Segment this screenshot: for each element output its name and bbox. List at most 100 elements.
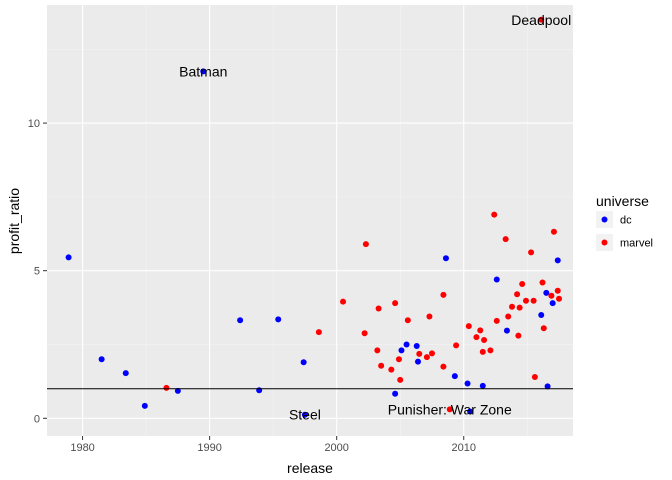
data-points <box>65 16 563 418</box>
point-marvel <box>539 279 546 286</box>
legend-label-marvel: marvel <box>620 238 653 250</box>
point-dc <box>237 317 244 324</box>
point-marvel <box>531 373 538 380</box>
point-marvel <box>522 297 529 304</box>
point-dc <box>503 327 510 334</box>
point-dc <box>549 300 556 307</box>
point-marvel <box>397 376 404 383</box>
point-marvel <box>519 280 526 287</box>
point-marvel <box>540 325 547 332</box>
point-dc <box>451 373 458 380</box>
point-marvel <box>426 313 433 320</box>
x-tick-label: 1980 <box>70 442 94 454</box>
x-tick-label: 1990 <box>197 442 221 454</box>
point-marvel <box>423 354 430 361</box>
point-marvel <box>428 350 435 357</box>
point-marvel <box>493 317 500 324</box>
point-marvel <box>487 347 494 354</box>
point-marvel <box>550 228 557 235</box>
point-dc <box>467 408 474 415</box>
annotation-label: Punisher: War Zone <box>388 401 512 417</box>
point-marvel <box>502 236 509 243</box>
point-marvel <box>515 332 522 339</box>
point-dc <box>392 390 399 397</box>
point-dc <box>300 359 307 366</box>
point-marvel <box>530 297 537 304</box>
legend-label-dc: dc <box>620 215 632 227</box>
point-dc <box>141 402 148 409</box>
point-dc <box>256 387 263 394</box>
y-tick-label: 0 <box>34 413 40 425</box>
point-marvel <box>554 287 561 294</box>
x-tick-label: 2000 <box>324 442 348 454</box>
grid-major <box>47 5 573 436</box>
legend-key-marvel <box>601 239 608 246</box>
point-marvel <box>395 356 402 363</box>
point-dc <box>122 370 129 377</box>
x-axis-title: release <box>287 460 333 476</box>
point-dc <box>414 358 421 365</box>
point-marvel <box>446 406 453 413</box>
point-marvel <box>491 211 498 218</box>
annotation-label: Steel <box>289 407 321 423</box>
point-dc <box>403 341 410 348</box>
point-dc <box>493 276 500 283</box>
point-marvel <box>538 16 545 23</box>
point-marvel <box>340 298 347 305</box>
point-dc <box>544 383 551 390</box>
point-dc <box>538 311 545 318</box>
point-marvel <box>473 334 480 341</box>
point-dc <box>464 380 471 387</box>
y-axis-title: profit_ratio <box>6 188 22 254</box>
annotation-label: Deadpool <box>511 12 571 28</box>
point-marvel <box>528 249 535 256</box>
point-marvel <box>440 363 447 370</box>
point-dc <box>301 411 308 418</box>
point-dc <box>98 356 105 363</box>
point-marvel <box>479 348 486 355</box>
point-marvel <box>453 342 460 349</box>
point-marvel <box>481 337 488 344</box>
y-tick-label: 5 <box>34 266 40 278</box>
point-marvel <box>509 303 516 310</box>
x-tick-label: 2010 <box>451 442 475 454</box>
point-dc <box>275 316 282 323</box>
point-marvel <box>378 362 385 369</box>
legend: universe dc marvel <box>596 193 653 251</box>
point-marvel <box>477 327 484 334</box>
point-dc <box>65 254 72 261</box>
annotation-label: Batman <box>179 63 227 79</box>
point-marvel <box>388 366 395 373</box>
point-dc <box>442 255 449 262</box>
point-marvel <box>163 384 170 391</box>
point-marvel <box>465 323 472 330</box>
grid-minor <box>47 5 573 436</box>
legend-title: universe <box>596 193 649 209</box>
point-dc <box>543 289 550 296</box>
point-dc <box>174 387 181 394</box>
point-marvel <box>315 329 322 336</box>
point-marvel <box>416 350 423 357</box>
point-annotations: Batman Deadpool Steel Punisher: War Zone <box>179 12 571 423</box>
point-marvel <box>404 317 411 324</box>
point-marvel <box>548 292 555 299</box>
point-marvel <box>374 347 381 354</box>
y-tick-label: 10 <box>28 118 40 130</box>
axis-ticks: 1980 1990 2000 2010 0 5 10 <box>28 118 476 454</box>
point-marvel <box>514 291 521 298</box>
point-marvel <box>361 330 368 337</box>
point-marvel <box>440 291 447 298</box>
point-dc <box>200 68 207 75</box>
point-dc <box>413 342 420 349</box>
point-marvel <box>362 241 369 248</box>
point-marvel <box>392 300 399 307</box>
point-dc <box>398 347 405 354</box>
point-marvel <box>516 304 523 311</box>
point-dc <box>479 382 486 389</box>
point-marvel <box>505 313 512 320</box>
legend-key-dc <box>601 216 608 223</box>
point-marvel <box>556 295 563 302</box>
point-dc <box>554 257 561 264</box>
point-marvel <box>375 305 382 312</box>
